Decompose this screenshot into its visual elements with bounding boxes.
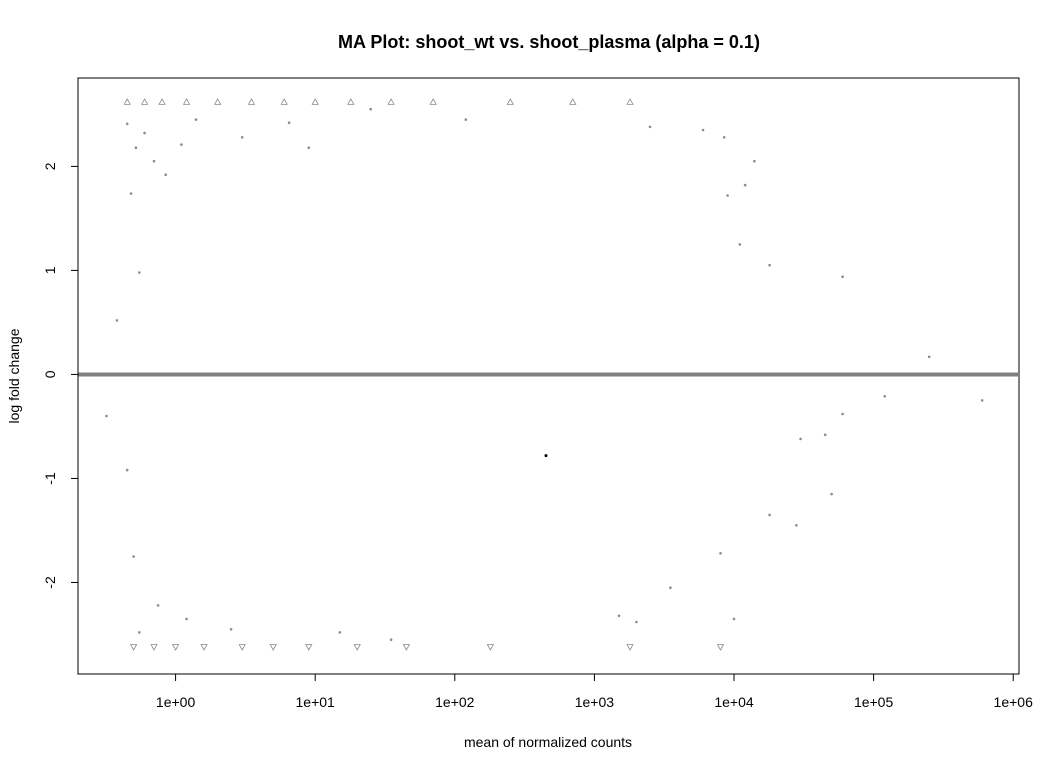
y-tick-label: 0 xyxy=(42,370,58,378)
clipped-low-marker xyxy=(626,644,634,651)
x-tick-label: 1e+05 xyxy=(854,694,894,710)
clipped-high-marker xyxy=(213,98,222,105)
data-point xyxy=(134,146,138,149)
data-point xyxy=(156,604,160,607)
data-point xyxy=(164,173,167,176)
data-point xyxy=(753,159,756,163)
data-point xyxy=(307,146,311,149)
clipped-low-marker xyxy=(150,644,158,651)
data-point xyxy=(841,412,844,416)
data-point xyxy=(138,631,141,634)
data-point xyxy=(194,118,198,121)
data-point xyxy=(732,617,736,621)
x-tick-label: 1e+01 xyxy=(296,694,336,710)
x-tick-label: 1e+03 xyxy=(575,694,615,710)
x-tick-label: 1e+04 xyxy=(714,694,754,710)
clipped-low-marker xyxy=(238,644,246,651)
clipped-low-marker xyxy=(305,644,313,651)
clipped-high-marker xyxy=(123,98,131,105)
clipped-low-marker xyxy=(269,644,277,651)
data-point xyxy=(185,617,188,621)
data-point xyxy=(768,263,771,267)
data-point xyxy=(115,319,119,322)
x-tick-label: 1e+02 xyxy=(435,694,475,710)
data-point xyxy=(635,620,638,624)
data-point xyxy=(927,355,931,359)
clipped-low-marker xyxy=(171,644,180,651)
clipped-low-marker xyxy=(129,644,138,651)
data-point xyxy=(338,631,342,634)
data-point xyxy=(152,159,156,163)
data-point xyxy=(722,136,726,139)
clipped-high-marker xyxy=(429,98,437,105)
clipped-high-marker xyxy=(569,98,577,105)
data-point xyxy=(143,131,146,135)
data-point xyxy=(464,118,468,121)
clipped-high-marker xyxy=(347,98,355,105)
data-point xyxy=(125,468,129,472)
data-point xyxy=(229,628,233,631)
clipped-high-marker xyxy=(280,98,288,105)
x-tick-label: 1e+06 xyxy=(994,694,1034,710)
clipped-high-marker xyxy=(311,98,319,105)
clipped-low-marker xyxy=(402,644,411,651)
clipped-low-marker xyxy=(486,644,495,651)
data-point xyxy=(823,433,827,437)
y-axis-label: log fold change xyxy=(6,328,22,423)
y-tick-label: -2 xyxy=(42,576,58,589)
clipped-high-marker xyxy=(387,98,395,105)
clipped-low-marker xyxy=(716,644,725,651)
data-point xyxy=(287,121,291,124)
data-point xyxy=(125,122,129,126)
data-point xyxy=(617,614,621,618)
data-point xyxy=(369,107,373,111)
data-point xyxy=(883,395,886,398)
data-point xyxy=(841,275,844,279)
data-point xyxy=(129,192,133,195)
data-point xyxy=(240,136,244,139)
data-point xyxy=(719,552,722,555)
y-tick-label: 1 xyxy=(42,266,58,274)
clipped-high-marker xyxy=(626,98,634,105)
data-point xyxy=(795,524,798,527)
clipped-low-marker xyxy=(200,644,208,651)
data-point xyxy=(768,513,771,517)
x-axis: 1e+00 1e+01 1e+02 1e+03 1e+04 1e+05 1e+06 xyxy=(156,673,1034,710)
data-point xyxy=(799,437,802,441)
clipped-high-marker xyxy=(140,98,149,105)
data-point xyxy=(701,128,705,132)
x-axis-label: mean of normalized counts xyxy=(464,734,632,750)
clipped-low-marker xyxy=(353,644,361,651)
clipped-high-marker xyxy=(247,98,256,105)
data-point xyxy=(138,271,141,274)
y-tick-label: -1 xyxy=(42,472,58,485)
data-point xyxy=(980,399,984,402)
data-point xyxy=(830,492,833,496)
data-point xyxy=(648,125,652,129)
clipped-high-marker xyxy=(506,98,514,105)
y-tick-label: 2 xyxy=(42,162,58,170)
clipped-high-marker xyxy=(182,98,191,105)
data-point xyxy=(105,414,108,418)
data-point xyxy=(726,194,729,197)
significant-point xyxy=(544,454,548,458)
data-point xyxy=(738,243,742,246)
chart-title: MA Plot: shoot_wt vs. shoot_plasma (alph… xyxy=(338,32,760,52)
data-point xyxy=(132,555,135,558)
data-point xyxy=(743,183,747,187)
points-layer xyxy=(105,98,984,651)
y-axis: 2 1 0 -1 -2 xyxy=(42,162,79,589)
data-point xyxy=(180,143,183,146)
clipped-high-marker xyxy=(158,98,166,105)
x-tick-label: 1e+00 xyxy=(156,694,196,710)
data-point xyxy=(669,586,672,589)
data-point xyxy=(389,638,393,641)
